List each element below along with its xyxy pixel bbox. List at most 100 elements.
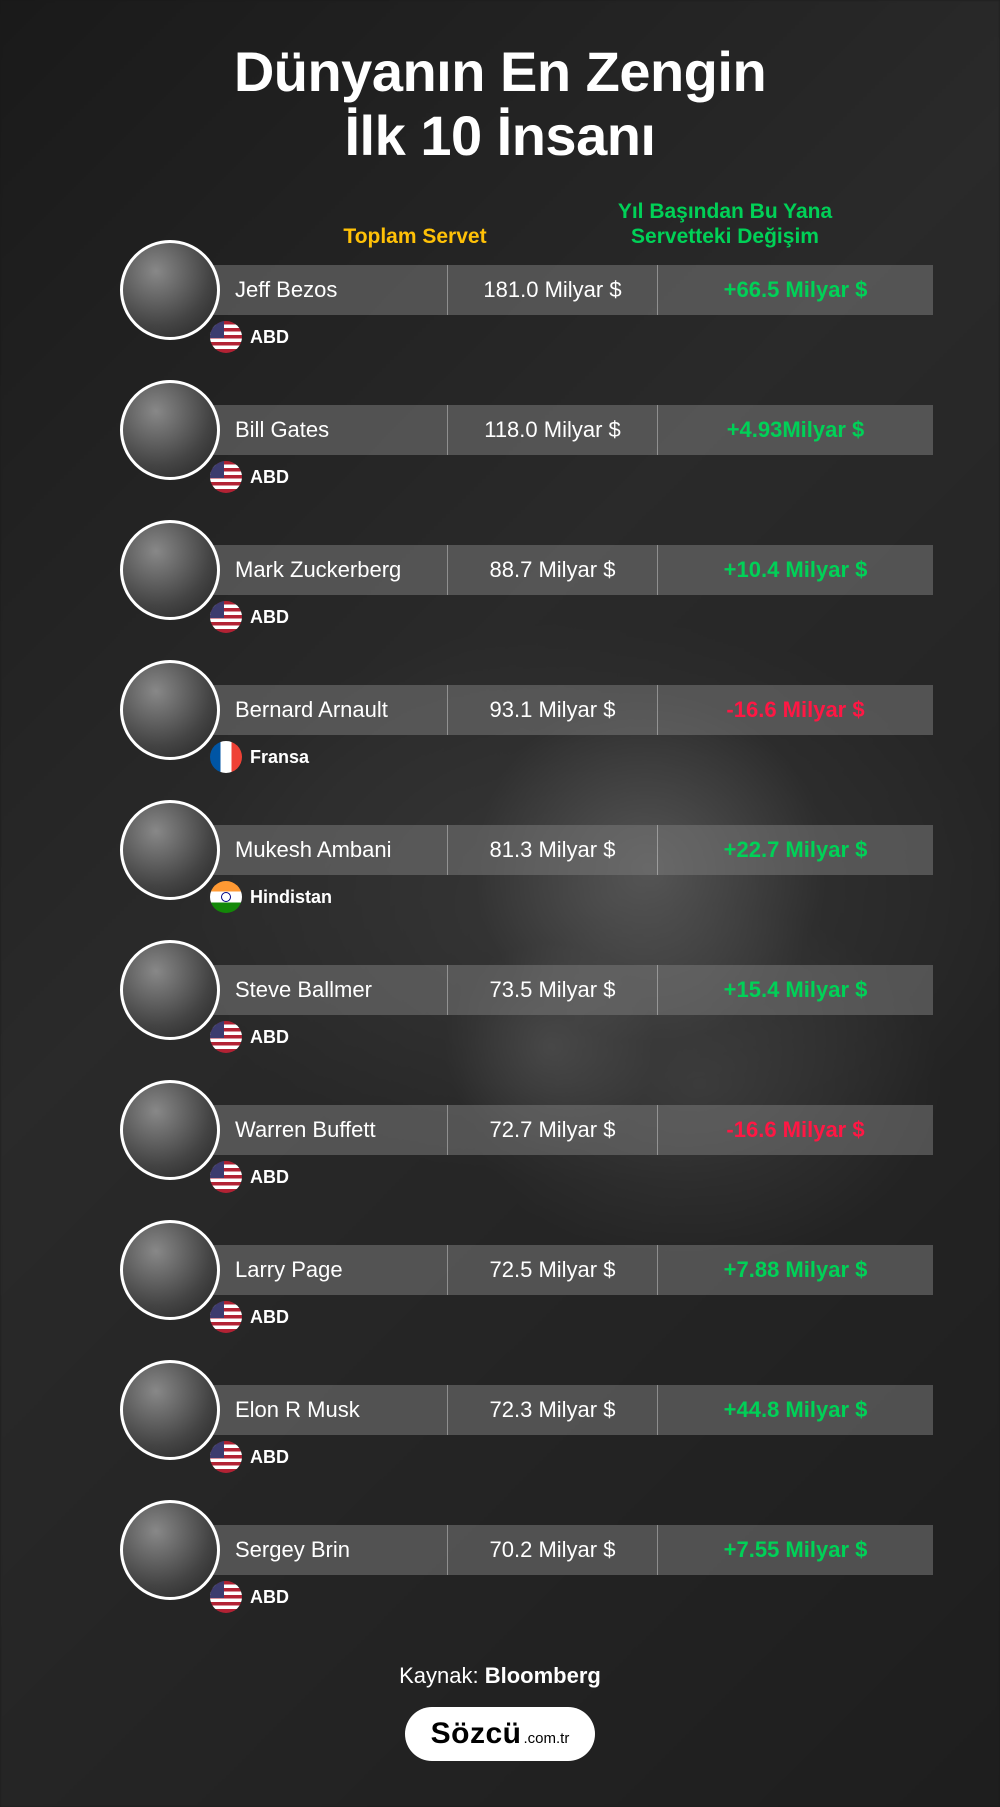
data-bar: Steve Ballmer73.5 Milyar $+15.4 Milyar $ — [180, 965, 933, 1015]
country-label: ABD — [250, 1027, 289, 1048]
country-row: ABD — [210, 601, 289, 633]
data-bar: Bill Gates118.0 Milyar $+4.93Milyar $ — [180, 405, 933, 455]
avatar — [120, 240, 220, 340]
header-wealth: Toplam Servet — [275, 225, 555, 249]
wealth-value: 118.0 Milyar $ — [448, 405, 658, 455]
avatar — [120, 520, 220, 620]
person-name: Mark Zuckerberg — [180, 545, 448, 595]
data-bar: Mukesh Ambani81.3 Milyar $+22.7 Milyar $ — [180, 825, 933, 875]
change-value: +7.88 Milyar $ — [658, 1245, 933, 1295]
header-change: Yıl Başından Bu Yana Servetteki Değişim — [555, 199, 895, 249]
avatar — [120, 1500, 220, 1600]
flag-icon — [210, 321, 242, 353]
country-row: ABD — [210, 461, 289, 493]
data-bar: Elon R Musk72.3 Milyar $+44.8 Milyar $ — [180, 1385, 933, 1435]
country-row: ABD — [210, 321, 289, 353]
wealth-value: 70.2 Milyar $ — [448, 1525, 658, 1575]
header-change-line-1: Yıl Başından Bu Yana — [618, 200, 832, 223]
country-row: Fransa — [210, 741, 309, 773]
change-value: +66.5 Milyar $ — [658, 265, 933, 315]
flag-icon — [210, 1021, 242, 1053]
person-name: Elon R Musk — [180, 1385, 448, 1435]
change-value: +10.4 Milyar $ — [658, 545, 933, 595]
person-row: Mark Zuckerberg88.7 Milyar $+10.4 Milyar… — [50, 535, 950, 655]
country-label: ABD — [250, 1447, 289, 1468]
wealth-value: 81.3 Milyar $ — [448, 825, 658, 875]
title-line-2: İlk 10 İnsanı — [345, 104, 656, 167]
flag-icon — [210, 1441, 242, 1473]
avatar — [120, 1220, 220, 1320]
person-row: Warren Buffett72.7 Milyar $-16.6 Milyar … — [50, 1095, 950, 1215]
avatar — [120, 1360, 220, 1460]
flag-icon — [210, 1301, 242, 1333]
person-name: Steve Ballmer — [180, 965, 448, 1015]
person-name: Larry Page — [180, 1245, 448, 1295]
person-name: Mukesh Ambani — [180, 825, 448, 875]
avatar — [120, 380, 220, 480]
change-value: +22.7 Milyar $ — [658, 825, 933, 875]
wealth-value: 72.3 Milyar $ — [448, 1385, 658, 1435]
logo-main: Sözcü — [431, 1717, 522, 1751]
avatar — [120, 940, 220, 1040]
page-title: Dünyanın En Zengin İlk 10 İnsanı — [50, 40, 950, 169]
flag-icon — [210, 741, 242, 773]
flag-icon — [210, 601, 242, 633]
data-bar: Jeff Bezos181.0 Milyar $+66.5 Milyar $ — [180, 265, 933, 315]
person-row: Elon R Musk72.3 Milyar $+44.8 Milyar $ AB… — [50, 1375, 950, 1495]
country-label: ABD — [250, 1307, 289, 1328]
person-name: Warren Buffett — [180, 1105, 448, 1155]
people-list: Jeff Bezos181.0 Milyar $+66.5 Milyar $ AB… — [50, 255, 950, 1635]
data-bar: Warren Buffett72.7 Milyar $-16.6 Milyar … — [180, 1105, 933, 1155]
person-row: Mukesh Ambani81.3 Milyar $+22.7 Milyar $… — [50, 815, 950, 935]
footer: Kaynak: Bloomberg Sözcü.com.tr — [50, 1663, 950, 1761]
country-label: ABD — [250, 467, 289, 488]
country-label: ABD — [250, 1167, 289, 1188]
data-bar: Mark Zuckerberg88.7 Milyar $+10.4 Milyar… — [180, 545, 933, 595]
country-label: ABD — [250, 1587, 289, 1608]
avatar — [120, 660, 220, 760]
country-label: Hindistan — [250, 887, 332, 908]
country-row: ABD — [210, 1161, 289, 1193]
country-label: ABD — [250, 607, 289, 628]
person-row: Steve Ballmer73.5 Milyar $+15.4 Milyar $… — [50, 955, 950, 1075]
wealth-value: 73.5 Milyar $ — [448, 965, 658, 1015]
wealth-value: 88.7 Milyar $ — [448, 545, 658, 595]
country-row: ABD — [210, 1581, 289, 1613]
wealth-value: 93.1 Milyar $ — [448, 685, 658, 735]
avatar — [120, 1080, 220, 1180]
person-name: Bill Gates — [180, 405, 448, 455]
country-row: ABD — [210, 1441, 289, 1473]
change-value: -16.6 Milyar $ — [658, 1105, 933, 1155]
logo-sub: .com.tr — [524, 1730, 570, 1747]
data-bar: Bernard Arnault93.1 Milyar $-16.6 Milyar… — [180, 685, 933, 735]
data-bar: Larry Page72.5 Milyar $+7.88 Milyar $ — [180, 1245, 933, 1295]
person-row: Larry Page72.5 Milyar $+7.88 Milyar $ ABD — [50, 1235, 950, 1355]
wealth-value: 72.5 Milyar $ — [448, 1245, 658, 1295]
change-value: +44.8 Milyar $ — [658, 1385, 933, 1435]
source-label: Kaynak: — [399, 1663, 485, 1688]
country-row: Hindistan — [210, 881, 332, 913]
source-name: Bloomberg — [485, 1663, 601, 1688]
flag-icon — [210, 1161, 242, 1193]
country-label: Fransa — [250, 747, 309, 768]
change-value: +7.55 Milyar $ — [658, 1525, 933, 1575]
change-value: -16.6 Milyar $ — [658, 685, 933, 735]
person-row: Jeff Bezos181.0 Milyar $+66.5 Milyar $ AB… — [50, 255, 950, 375]
data-bar: Sergey Brin70.2 Milyar $+7.55 Milyar $ — [180, 1525, 933, 1575]
person-name: Bernard Arnault — [180, 685, 448, 735]
title-line-1: Dünyanın En Zengin — [234, 40, 766, 103]
country-row: ABD — [210, 1021, 289, 1053]
person-row: Bill Gates118.0 Milyar $+4.93Milyar $ ABD — [50, 395, 950, 515]
wealth-value: 72.7 Milyar $ — [448, 1105, 658, 1155]
wealth-value: 181.0 Milyar $ — [448, 265, 658, 315]
header-change-line-2: Servetteki Değişim — [631, 225, 819, 248]
flag-icon — [210, 881, 242, 913]
change-value: +15.4 Milyar $ — [658, 965, 933, 1015]
avatar — [120, 800, 220, 900]
infographic-container: Dünyanın En Zengin İlk 10 İnsanı Toplam … — [0, 0, 1000, 1791]
country-row: ABD — [210, 1301, 289, 1333]
flag-icon — [210, 461, 242, 493]
country-label: ABD — [250, 327, 289, 348]
publisher-logo: Sözcü.com.tr — [405, 1707, 596, 1761]
person-name: Jeff Bezos — [180, 265, 448, 315]
